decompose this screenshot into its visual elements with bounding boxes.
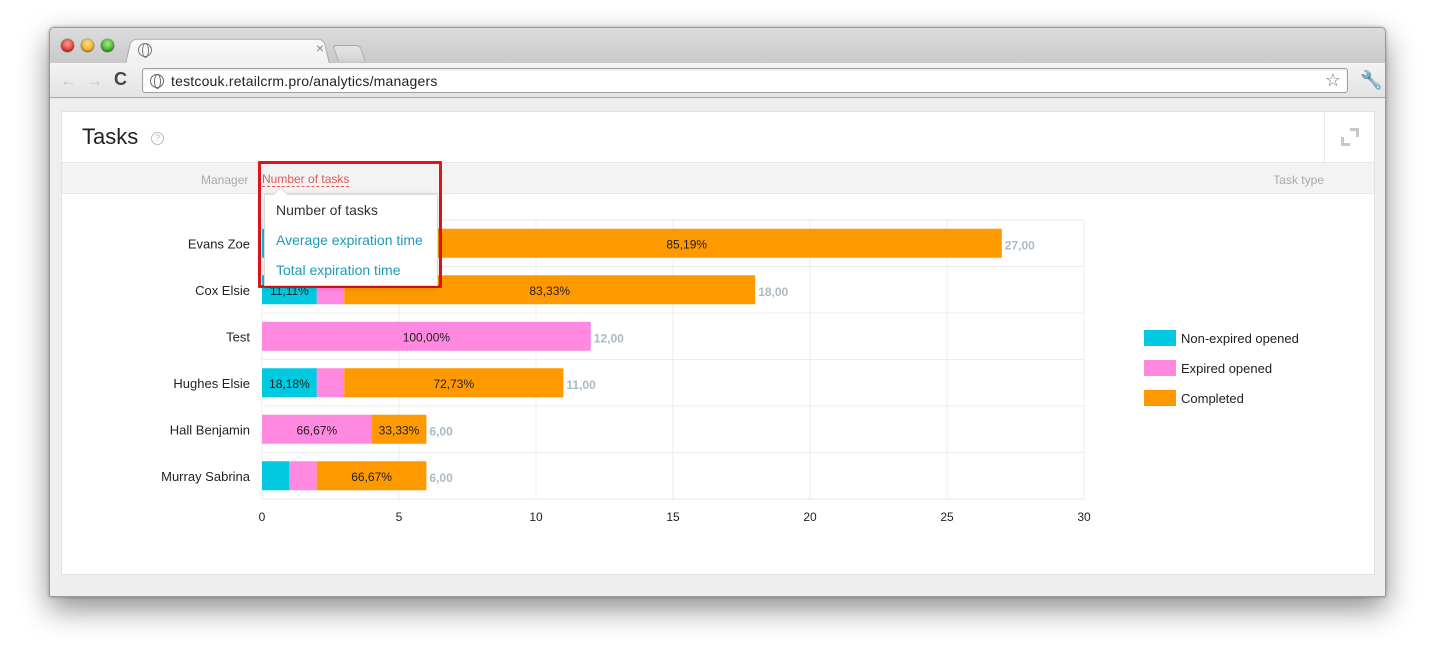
x-tick-label: 15 bbox=[666, 510, 680, 524]
legend-label: Non-expired opened bbox=[1181, 331, 1299, 346]
x-tick-label: 0 bbox=[259, 510, 266, 524]
bar-segment bbox=[262, 461, 290, 491]
window-maximize-button[interactable] bbox=[101, 39, 114, 52]
x-tick-label: 20 bbox=[803, 510, 817, 524]
category-label: Test bbox=[226, 329, 250, 344]
globe-icon bbox=[138, 43, 152, 58]
legend-swatch bbox=[1144, 390, 1176, 406]
data-label: 66,67% bbox=[351, 470, 392, 484]
back-arrow-icon[interactable]: ← bbox=[60, 71, 77, 90]
help-icon[interactable]: ? bbox=[151, 132, 164, 145]
bar-segment bbox=[316, 461, 427, 491]
tab-close-icon[interactable]: × bbox=[315, 40, 324, 56]
legend-swatch bbox=[1144, 360, 1176, 376]
total-label: 6,00 bbox=[429, 424, 453, 438]
total-label: 12,00 bbox=[594, 331, 624, 345]
bookmark-star-icon[interactable]: ☆ bbox=[1324, 70, 1341, 90]
dropdown-item-number-of-tasks[interactable]: Number of tasks bbox=[276, 202, 378, 218]
bar-segment bbox=[262, 321, 591, 351]
data-label: 72,73% bbox=[433, 377, 474, 391]
data-label: 83,33% bbox=[529, 284, 570, 298]
new-tab-button[interactable] bbox=[332, 45, 366, 61]
bar-segment bbox=[262, 368, 317, 398]
metric-selector[interactable]: Number of tasks bbox=[262, 172, 350, 187]
total-label: 11,00 bbox=[566, 378, 596, 392]
panel-title: Tasks bbox=[82, 124, 139, 149]
category-label: Murray Sabrina bbox=[161, 469, 251, 484]
x-tick-label: 5 bbox=[396, 510, 403, 524]
total-label: 18,00 bbox=[758, 285, 788, 299]
browser-window: × ← → C testcouk.retailcrm.pro/analytics… bbox=[49, 27, 1386, 597]
window-minimize-button[interactable] bbox=[81, 39, 94, 52]
browser-tab-content: × bbox=[132, 37, 327, 63]
url-text[interactable]: testcouk.retailcrm.pro/analytics/manager… bbox=[171, 73, 438, 89]
dropdown-item-total-expiration-time[interactable]: Total expiration time bbox=[276, 262, 401, 278]
data-label: 85,19% bbox=[666, 237, 707, 251]
data-label: 18,18% bbox=[269, 377, 310, 391]
tab-strip: × bbox=[50, 28, 1385, 64]
legend-swatch bbox=[1144, 330, 1176, 346]
x-tick-label: 10 bbox=[529, 510, 543, 524]
address-bar[interactable]: testcouk.retailcrm.pro/analytics/manager… bbox=[142, 68, 1348, 93]
bar-segment bbox=[289, 461, 317, 491]
task-type-label[interactable]: Task type bbox=[1273, 173, 1324, 187]
total-label: 6,00 bbox=[429, 471, 453, 485]
bar-segment bbox=[371, 228, 1002, 258]
expand-icon bbox=[1341, 128, 1359, 146]
x-tick-label: 30 bbox=[1077, 510, 1091, 524]
category-label: Evans Zoe bbox=[188, 236, 250, 251]
legend-label: Completed bbox=[1181, 391, 1244, 406]
category-label: Hall Benjamin bbox=[170, 422, 250, 437]
browser-toolbar: ← → C testcouk.retailcrm.pro/analytics/m… bbox=[50, 63, 1385, 98]
category-label: Cox Elsie bbox=[195, 283, 250, 298]
category-label: Hughes Elsie bbox=[173, 376, 250, 391]
window-close-button[interactable] bbox=[61, 39, 74, 52]
data-label: 100,00% bbox=[403, 330, 451, 344]
legend-label: Expired opened bbox=[1181, 361, 1273, 376]
x-tick-label: 25 bbox=[940, 510, 954, 524]
fullscreen-button[interactable] bbox=[1324, 112, 1374, 162]
data-label: 33,33% bbox=[379, 423, 420, 437]
bar-segment bbox=[316, 368, 345, 398]
wrench-icon[interactable]: 🔧 bbox=[1360, 70, 1383, 90]
bar-segment bbox=[262, 414, 372, 444]
forward-arrow-icon[interactable]: → bbox=[86, 71, 103, 90]
filter-bar: Manager Number of tasks Task type bbox=[62, 162, 1374, 194]
bar-segment bbox=[344, 368, 564, 398]
metric-dropdown: Number of tasks Average expiration time … bbox=[264, 194, 438, 286]
data-label: 66,67% bbox=[296, 423, 337, 437]
dropdown-item-average-expiration-time[interactable]: Average expiration time bbox=[276, 232, 423, 248]
total-label: 27,00 bbox=[1005, 238, 1035, 252]
globe-icon bbox=[150, 74, 164, 89]
tasks-panel: Tasks ? Manager Number of tasks Task typ… bbox=[61, 111, 1375, 575]
reload-icon[interactable]: C bbox=[114, 69, 127, 89]
manager-label: Manager bbox=[201, 173, 249, 187]
tasks-bar-chart: 0 5 10 15 20 25 30 Evans Zoe 85,19% 27,00 Cox Elsi… bbox=[161, 219, 1091, 524]
page-content: Tasks ? Manager Number of tasks Task typ… bbox=[50, 99, 1385, 596]
bar-segment bbox=[371, 414, 427, 444]
